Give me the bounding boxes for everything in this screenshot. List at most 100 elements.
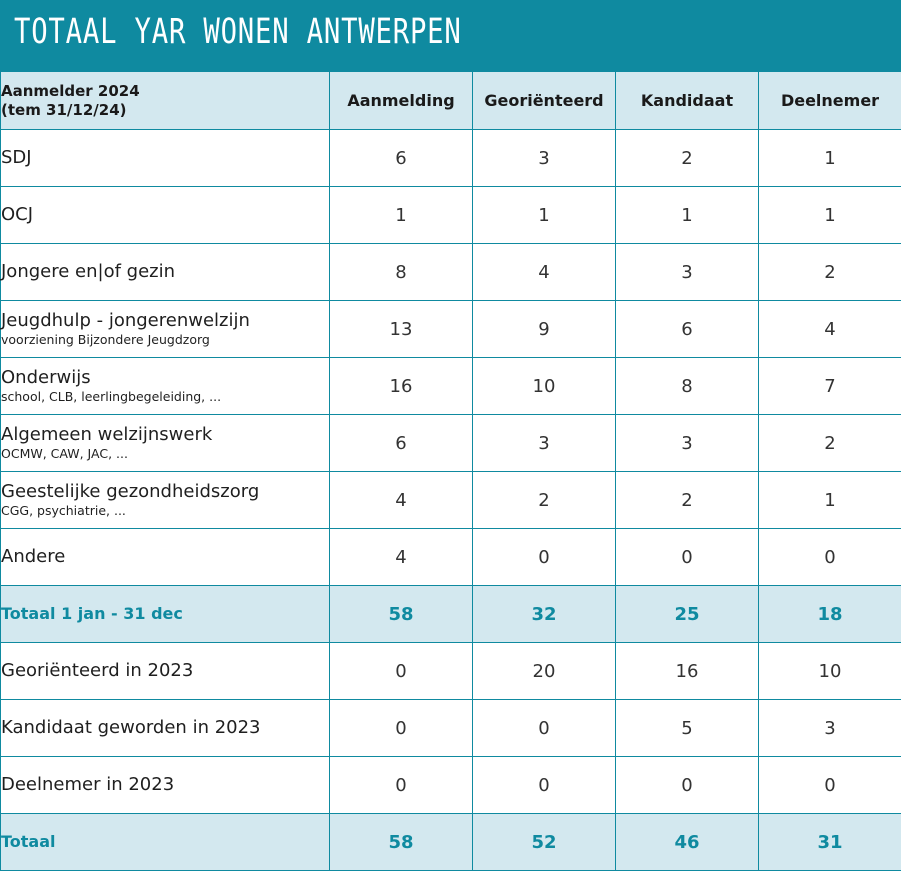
value-cell: 7 — [758, 357, 901, 415]
value-cell: 6 — [615, 300, 759, 358]
value-cell: 0 — [329, 756, 473, 814]
row-label: Andere — [1, 546, 66, 567]
total-row: Totaal 58 52 46 31 — [0, 813, 901, 871]
row-label-cell: SDJ — [0, 129, 330, 187]
value-cell: 46 — [615, 813, 759, 871]
table-row: Deelnemer in 2023 0 0 0 0 — [0, 756, 901, 814]
table-row: Andere 4 0 0 0 — [0, 528, 901, 586]
table-row: Jongere en|of gezin 8 4 3 2 — [0, 243, 901, 301]
value-cell: 0 — [472, 528, 616, 586]
value-cell: 0 — [758, 756, 901, 814]
row-label: Geestelijke gezondheidszorg — [1, 481, 260, 502]
table-row: Kandidaat geworden in 2023 0 0 5 3 — [0, 699, 901, 757]
column-header-kandidaat: Kandidaat — [615, 71, 759, 130]
table-row: SDJ 6 3 2 1 — [0, 129, 901, 187]
row-label-cell: Georiënteerd in 2023 — [0, 642, 330, 700]
value-cell: 3 — [472, 414, 616, 472]
value-cell: 4 — [329, 528, 473, 586]
value-cell: 1 — [758, 129, 901, 187]
row-label: Totaal 1 jan - 31 dec — [1, 604, 183, 623]
value-cell: 8 — [329, 243, 473, 301]
value-cell: 2 — [615, 129, 759, 187]
value-cell: 0 — [615, 756, 759, 814]
column-header-georienteerd: Georiënteerd — [472, 71, 616, 130]
row-label-cell: Totaal 1 jan - 31 dec — [0, 585, 330, 643]
results-table: Aanmelder 2024 (tem 31/12/24) Aanmelding… — [0, 71, 901, 871]
corner-header-line1: Aanmelder 2024 — [1, 81, 140, 100]
value-cell: 1 — [329, 186, 473, 244]
value-cell: 0 — [329, 699, 473, 757]
row-label: Kandidaat geworden in 2023 — [1, 717, 261, 738]
column-header-deelnemer: Deelnemer — [758, 71, 901, 130]
row-label-cell: Andere — [0, 528, 330, 586]
value-cell: 9 — [472, 300, 616, 358]
value-cell: 25 — [615, 585, 759, 643]
value-cell: 16 — [615, 642, 759, 700]
row-label-cell: Totaal — [0, 813, 330, 871]
value-cell: 6 — [329, 129, 473, 187]
value-cell: 58 — [329, 813, 473, 871]
value-cell: 18 — [758, 585, 901, 643]
corner-header: Aanmelder 2024 (tem 31/12/24) — [0, 71, 330, 130]
page-title: TOTAAL YAR WONEN ANTWERPEN — [14, 12, 462, 52]
value-cell: 10 — [758, 642, 901, 700]
row-label: Deelnemer in 2023 — [1, 774, 175, 795]
value-cell: 4 — [472, 243, 616, 301]
row-label-cell: Geestelijke gezondheidszorg CGG, psychiat… — [0, 471, 330, 529]
value-cell: 16 — [329, 357, 473, 415]
table-header-row: Aanmelder 2024 (tem 31/12/24) Aanmelding… — [0, 71, 901, 130]
value-cell: 2 — [472, 471, 616, 529]
row-label-cell: Deelnemer in 2023 — [0, 756, 330, 814]
value-cell: 58 — [329, 585, 473, 643]
row-label-cell: Jongere en|of gezin — [0, 243, 330, 301]
row-sublabel: school, CLB, leerlingbegeleiding, ... — [1, 389, 222, 404]
value-cell: 3 — [615, 414, 759, 472]
corner-header-line2: (tem 31/12/24) — [1, 100, 127, 119]
table-row: Jeugdhulp - jongerenwelzijn voorziening B… — [0, 300, 901, 358]
value-cell: 32 — [472, 585, 616, 643]
title-banner: TOTAAL YAR WONEN ANTWERPEN — [0, 0, 901, 71]
value-cell: 2 — [615, 471, 759, 529]
value-cell: 52 — [472, 813, 616, 871]
row-label: SDJ — [1, 147, 32, 168]
value-cell: 6 — [329, 414, 473, 472]
value-cell: 1 — [615, 186, 759, 244]
value-cell: 2 — [758, 243, 901, 301]
table-row: Algemeen welzijnswerk OCMW, CAW, JAC, ...… — [0, 414, 901, 472]
value-cell: 0 — [472, 699, 616, 757]
row-label: Onderwijs — [1, 367, 91, 388]
value-cell: 3 — [615, 243, 759, 301]
table-row: OCJ 1 1 1 1 — [0, 186, 901, 244]
row-label-cell: Onderwijs school, CLB, leerlingbegeleidin… — [0, 357, 330, 415]
value-cell: 8 — [615, 357, 759, 415]
value-cell: 2 — [758, 414, 901, 472]
table-body: SDJ 6 3 2 1 OCJ 1 1 1 1 Jongere en|of gezin 8 4 3 2 Jeu… — [0, 129, 901, 871]
value-cell: 31 — [758, 813, 901, 871]
value-cell: 1 — [758, 186, 901, 244]
table-row: Georiënteerd in 2023 0 20 16 10 — [0, 642, 901, 700]
row-label: Jongere en|of gezin — [1, 261, 176, 282]
value-cell: 10 — [472, 357, 616, 415]
row-sublabel: voorziening Bijzondere Jeugdzorg — [1, 332, 210, 347]
row-label-cell: Algemeen welzijnswerk OCMW, CAW, JAC, ... — [0, 414, 330, 472]
value-cell: 1 — [758, 471, 901, 529]
value-cell: 4 — [758, 300, 901, 358]
row-sublabel: OCMW, CAW, JAC, ... — [1, 446, 128, 461]
table-row: Onderwijs school, CLB, leerlingbegeleidin… — [0, 357, 901, 415]
row-label-cell: Kandidaat geworden in 2023 — [0, 699, 330, 757]
row-label-cell: Jeugdhulp - jongerenwelzijn voorziening B… — [0, 300, 330, 358]
value-cell: 0 — [329, 642, 473, 700]
table-row: Geestelijke gezondheidszorg CGG, psychiat… — [0, 471, 901, 529]
value-cell: 3 — [758, 699, 901, 757]
row-label-cell: OCJ — [0, 186, 330, 244]
row-label: Georiënteerd in 2023 — [1, 660, 194, 681]
value-cell: 0 — [615, 528, 759, 586]
row-label: Totaal — [1, 832, 56, 851]
total-row: Totaal 1 jan - 31 dec 58 32 25 18 — [0, 585, 901, 643]
value-cell: 13 — [329, 300, 473, 358]
value-cell: 20 — [472, 642, 616, 700]
row-label: OCJ — [1, 204, 34, 225]
column-header-aanmelding: Aanmelding — [329, 71, 473, 130]
row-label: Jeugdhulp - jongerenwelzijn — [1, 310, 250, 331]
value-cell: 3 — [472, 129, 616, 187]
